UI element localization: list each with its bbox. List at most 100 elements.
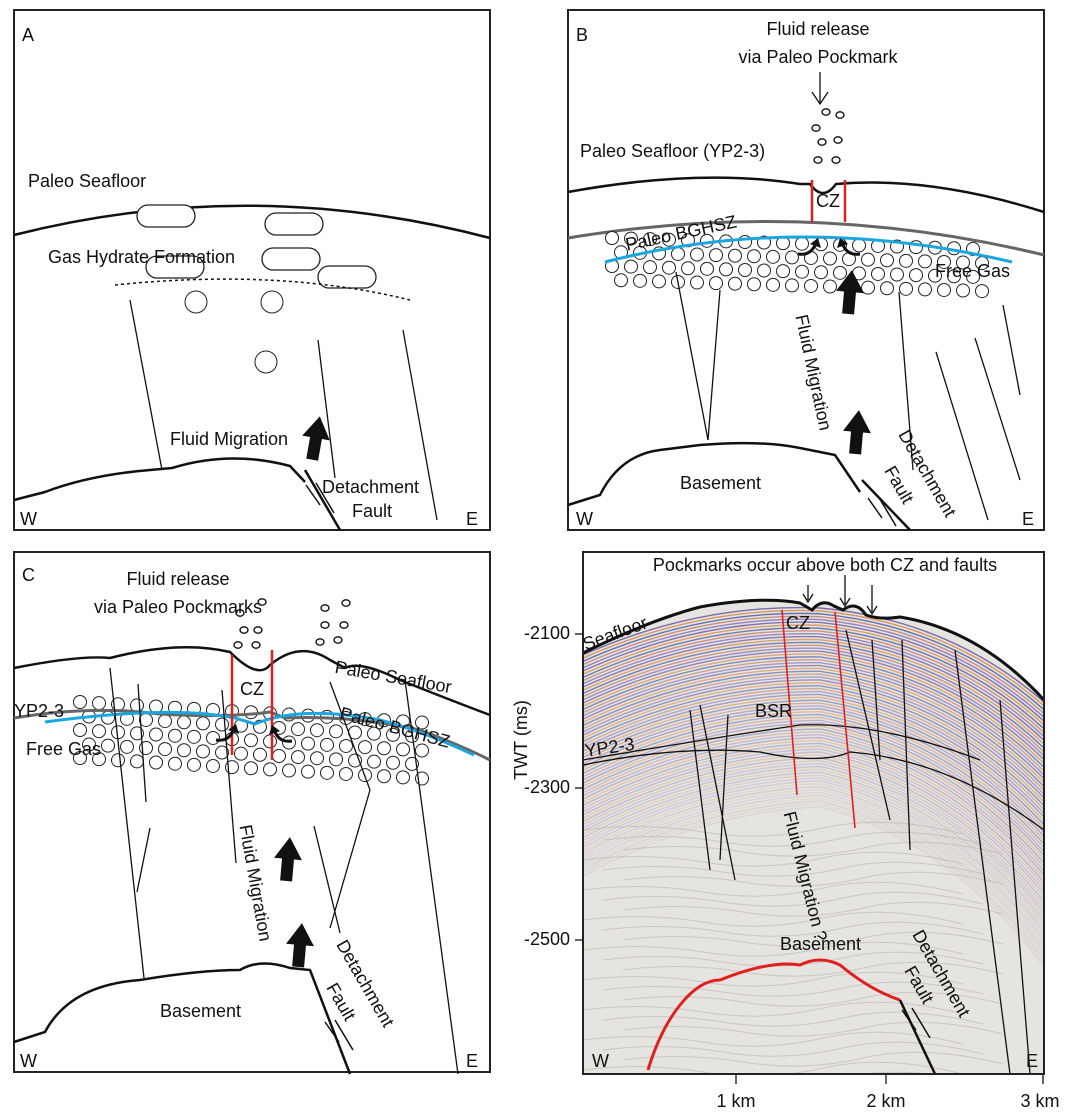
label: via Paleo Pockmark: [738, 47, 898, 67]
label: W: [592, 1051, 609, 1071]
gas-bubble: [178, 744, 191, 757]
gas-bubble: [710, 249, 723, 262]
gas-bubble: [159, 715, 172, 728]
gas-bubble: [397, 743, 410, 756]
gas-bubble: [131, 755, 144, 768]
gas-bubble: [824, 252, 837, 265]
gas-bubble: [207, 731, 220, 744]
gas-bubble: [378, 742, 391, 755]
gas-bubble: [178, 716, 191, 729]
fault: [1003, 305, 1020, 395]
rising-bubble: [818, 139, 826, 145]
label: Paleo Seafloor: [28, 171, 146, 191]
gas-bubble: [188, 730, 201, 743]
gas-bubble: [691, 276, 704, 289]
pockmark-pointer: [840, 575, 850, 606]
gas-bubble: [739, 263, 752, 276]
gas-bubble: [615, 274, 628, 287]
rising-bubble: [316, 639, 324, 645]
gas-bubble: [321, 738, 334, 751]
gas-bubble: [112, 754, 125, 767]
gas-bubble: [653, 275, 666, 288]
panel-label: B: [576, 25, 588, 45]
gas-bubble: [853, 239, 866, 252]
gas-bubble: [140, 713, 153, 726]
label: W: [20, 1051, 37, 1071]
label: E: [1022, 509, 1034, 529]
gas-bubble: [302, 737, 315, 750]
gas-bubble: [121, 740, 134, 753]
gas-bubble: [197, 745, 210, 758]
gas-bubble: [815, 266, 828, 279]
panel-label: A: [22, 25, 34, 45]
rising-bubble: [321, 605, 329, 611]
paleo-seafloor: [568, 178, 1044, 212]
x-tick-label: 2 km: [866, 1091, 905, 1111]
label: CZ: [816, 191, 840, 211]
label: E: [466, 509, 478, 529]
gas-bubble: [644, 261, 657, 274]
fault: [137, 828, 150, 892]
label: Fluid Migration: [791, 313, 835, 433]
gas-bubble: [273, 749, 286, 762]
gas-bubble: [891, 268, 904, 281]
gas-bubble: [881, 282, 894, 295]
label: Detachment: [322, 477, 419, 497]
gas-bubble: [264, 763, 277, 776]
gas-bubble: [368, 755, 381, 768]
hydrate-body: [262, 248, 320, 270]
gas-bubble: [102, 739, 115, 752]
gas-bubble: [777, 265, 790, 278]
gas-bubble: [862, 253, 875, 266]
gas-bubble: [625, 260, 638, 273]
gas-bubble: [216, 718, 229, 731]
gas-bubble: [102, 711, 115, 724]
gas-bubble: [188, 758, 201, 771]
gas-bubble: [197, 717, 210, 730]
gas-bubble: [93, 697, 106, 710]
gas-bubble: [976, 285, 989, 298]
panel-title: Pockmarks occur above both CZ and faults: [653, 555, 997, 575]
gas-bubble: [340, 739, 353, 752]
gas-bubble: [321, 766, 334, 779]
label: E: [466, 1051, 478, 1071]
label: Fault: [352, 501, 392, 521]
gas-bubble: [340, 767, 353, 780]
migration-arrow: [272, 836, 304, 882]
gas-bubble: [796, 237, 809, 250]
rising-bubble: [254, 627, 262, 633]
gas-bubble: [748, 278, 761, 291]
gas-bubble: [245, 734, 258, 747]
gas-bubble: [359, 741, 372, 754]
gas-bubble: [169, 729, 182, 742]
label: Paleo Seafloor (YP2-3): [580, 141, 765, 161]
gas-bubble: [311, 752, 324, 765]
rising-bubble: [234, 642, 242, 648]
gas-bubble: [311, 724, 324, 737]
gas-bubble: [159, 743, 172, 756]
gas-bubble: [919, 255, 932, 268]
label: Gas Hydrate Formation: [48, 247, 235, 267]
gas-bubble: [805, 279, 818, 292]
gas-bubble: [378, 770, 391, 783]
gas-bubble: [919, 283, 932, 296]
label: YP2-3: [14, 701, 64, 721]
gas-bubble: [245, 762, 258, 775]
gas-bubble: [682, 262, 695, 275]
gas-bubble: [150, 756, 163, 769]
label: Basement: [680, 473, 761, 493]
pockmark-pointer: [867, 585, 877, 614]
gas-bubble: [207, 759, 220, 772]
gas-bubble: [672, 247, 685, 260]
rising-bubble: [832, 157, 840, 163]
migration-arrow: [284, 922, 316, 968]
gas-bubble: [235, 747, 248, 760]
gas-bubble: [255, 351, 277, 373]
gas-bubble: [767, 278, 780, 291]
label: Free Gas: [935, 261, 1010, 281]
gas-bubble: [283, 764, 296, 777]
fault: [130, 300, 162, 470]
gas-bubble: [254, 748, 267, 761]
label: CZ: [786, 613, 810, 633]
gas-bubble: [862, 281, 875, 294]
